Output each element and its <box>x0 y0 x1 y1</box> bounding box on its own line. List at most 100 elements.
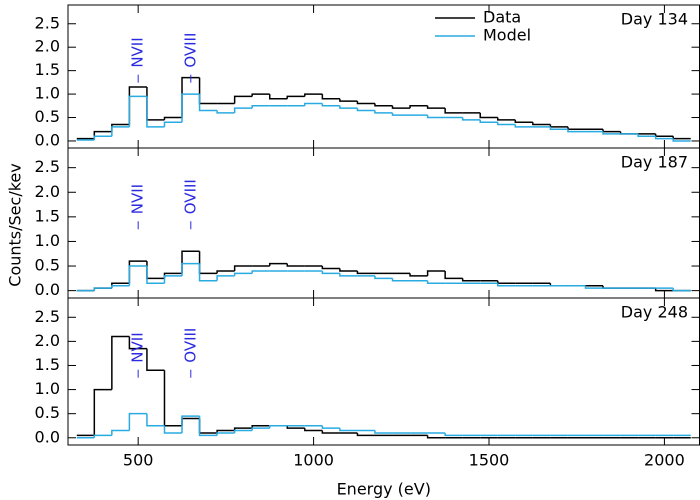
histogram-step <box>233 95 253 104</box>
y-tick-label: 1.5 <box>35 355 60 374</box>
histogram-step <box>497 117 516 121</box>
histogram-step <box>216 275 235 281</box>
histogram-step <box>128 95 147 127</box>
histogram-step <box>497 280 516 284</box>
histogram-step <box>163 116 183 120</box>
histogram-step <box>339 273 358 277</box>
y-tick-label: 2.5 <box>35 307 60 326</box>
y-tick-label: 1.0 <box>35 379 60 398</box>
panel-annotation: Day 187 <box>621 153 688 172</box>
histogram-step <box>532 122 551 126</box>
x-tick-label: 1500 <box>469 451 510 470</box>
y-tick-label: 1.5 <box>35 206 60 225</box>
histogram-step <box>233 427 253 431</box>
histogram-step <box>426 435 446 439</box>
histogram-step <box>111 284 130 289</box>
histogram-step <box>356 270 375 275</box>
histogram-step <box>514 124 533 128</box>
histogram-step <box>549 126 568 130</box>
y-tick-label: 0.0 <box>35 130 60 149</box>
histogram-step <box>391 105 411 109</box>
histogram-step <box>198 416 218 437</box>
histogram-step <box>461 117 481 121</box>
histogram-step <box>374 110 393 114</box>
histogram-step <box>391 278 411 282</box>
line-label: OVIII <box>181 179 199 214</box>
histogram-step <box>111 335 130 390</box>
histogram-step <box>391 112 411 116</box>
histogram-step <box>321 103 340 107</box>
histogram-step <box>356 101 375 105</box>
legend-label: Model <box>483 26 531 45</box>
histogram-step <box>216 270 235 274</box>
y-tick-label: 0.5 <box>35 403 60 422</box>
histogram-step <box>233 272 253 276</box>
histogram-step <box>128 86 147 125</box>
histogram-step <box>128 260 147 284</box>
y-tick-label: 2.5 <box>35 13 60 32</box>
histogram-step <box>198 94 218 112</box>
panel-annotation: Day 248 <box>621 303 688 322</box>
histogram-step <box>672 138 691 142</box>
histogram-step <box>216 429 235 433</box>
y-tick-label: 2.5 <box>35 157 60 176</box>
histogram-step <box>111 123 130 132</box>
y-tick-label: 0.0 <box>35 427 60 446</box>
histogram-step <box>426 105 446 109</box>
histogram-step <box>216 110 235 114</box>
y-tick-label: 0.5 <box>35 107 60 126</box>
histogram-step <box>426 270 446 276</box>
line-label: NVII <box>129 184 147 214</box>
histogram-step <box>409 105 428 109</box>
histogram-step <box>198 251 218 275</box>
histogram-step <box>672 288 691 292</box>
histogram-step <box>426 280 446 284</box>
histogram-step <box>304 93 323 97</box>
x-tick-label: 500 <box>123 451 154 470</box>
histogram-step <box>146 266 165 284</box>
histogram-step <box>356 108 375 112</box>
legend-label: Data <box>483 8 521 27</box>
histogram-step <box>268 424 288 429</box>
histogram-step <box>181 415 200 433</box>
line-label: NVII <box>129 332 147 362</box>
histogram-step <box>216 432 235 436</box>
histogram-step <box>181 262 200 276</box>
histogram-step <box>374 275 393 280</box>
line-label: NVII <box>129 37 147 67</box>
histogram-step <box>654 288 674 292</box>
histogram-step <box>339 105 358 109</box>
histogram-step <box>233 429 253 433</box>
histogram-step <box>198 77 218 105</box>
histogram-step <box>304 102 323 106</box>
histogram-step <box>339 268 358 272</box>
histogram-step <box>163 275 183 284</box>
histogram-step <box>146 413 165 427</box>
line-label: OVIII <box>181 328 199 363</box>
histogram-step <box>163 121 183 127</box>
histogram-step <box>146 87 165 121</box>
y-tick-label: 0.5 <box>35 256 60 275</box>
y-tick-label: 2.0 <box>35 182 60 201</box>
histogram-step <box>444 270 463 280</box>
y-tick-label: 2.0 <box>35 331 60 350</box>
histogram-step <box>497 122 516 126</box>
histogram-step <box>461 278 481 282</box>
histogram-step <box>93 130 112 139</box>
line-label: OVIII <box>181 33 199 68</box>
histogram-step <box>602 129 621 133</box>
histogram-step <box>602 131 621 135</box>
y-tick-label: 1.5 <box>35 60 60 79</box>
histogram-step <box>479 119 498 123</box>
y-tick-label: 1.0 <box>35 84 60 103</box>
histogram-step <box>181 250 200 274</box>
y-tick-label: 1.0 <box>35 231 60 250</box>
x-axis-label: Energy (eV) <box>337 480 431 499</box>
histogram-step <box>549 124 568 128</box>
histogram-step <box>286 95 305 99</box>
histogram-step <box>321 270 340 275</box>
histogram-step <box>356 432 375 437</box>
histogram-step <box>93 434 112 438</box>
y-tick-label: 0.0 <box>35 280 60 299</box>
x-tick-label: 2000 <box>644 451 685 470</box>
